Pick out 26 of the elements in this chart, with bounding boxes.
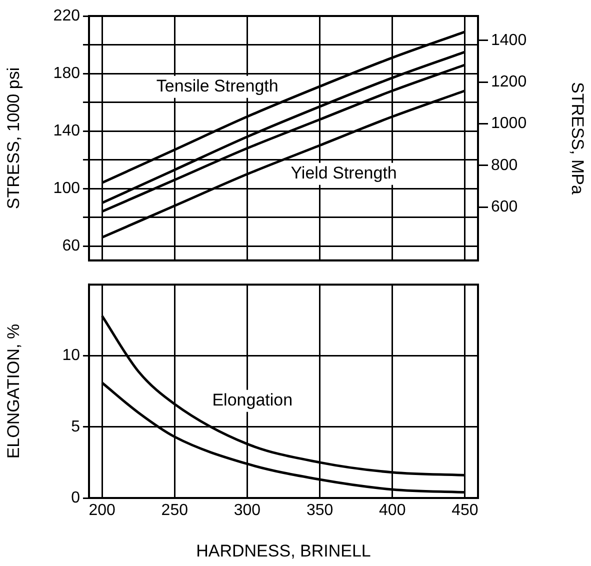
y2-tick-label: 1400: [491, 32, 527, 49]
x-tick-label: 250: [161, 502, 188, 520]
y-tick-label: 0: [71, 489, 80, 506]
x-tick-label: 300: [234, 502, 261, 520]
y2-tick-label: 800: [491, 156, 518, 174]
y-tick-label: 140: [53, 122, 80, 140]
y-tick-label: 220: [53, 7, 80, 24]
y-tick-label: 5: [71, 418, 80, 436]
y-tick-label: 60: [62, 237, 80, 254]
y-tick-label: 180: [53, 64, 80, 82]
x-tick-label: 450: [452, 502, 478, 520]
y2-tick-label: 600: [491, 198, 518, 216]
x-axis-title: HARDNESS, BRINELL: [196, 541, 371, 560]
y2-tick-label: 1200: [491, 73, 527, 90]
y-axis-title: ELONGATION, %: [4, 324, 23, 459]
x-tick-label: 400: [379, 502, 406, 520]
x-tick-label: 350: [306, 502, 334, 520]
y2-axis-title: STRESS, MPa: [568, 82, 588, 195]
y-tick-label: 100: [53, 180, 80, 197]
annotation: Tensile Strength: [156, 76, 278, 96]
annotation: Yield Strength: [290, 164, 397, 183]
annotation: Elongation: [212, 390, 293, 410]
y-axis-title: STRESS, 1000 psi: [4, 67, 23, 210]
y2-tick-label: 1000: [491, 115, 527, 132]
x-tick-label: 200: [88, 502, 116, 520]
y-tick-label: 10: [62, 347, 80, 364]
